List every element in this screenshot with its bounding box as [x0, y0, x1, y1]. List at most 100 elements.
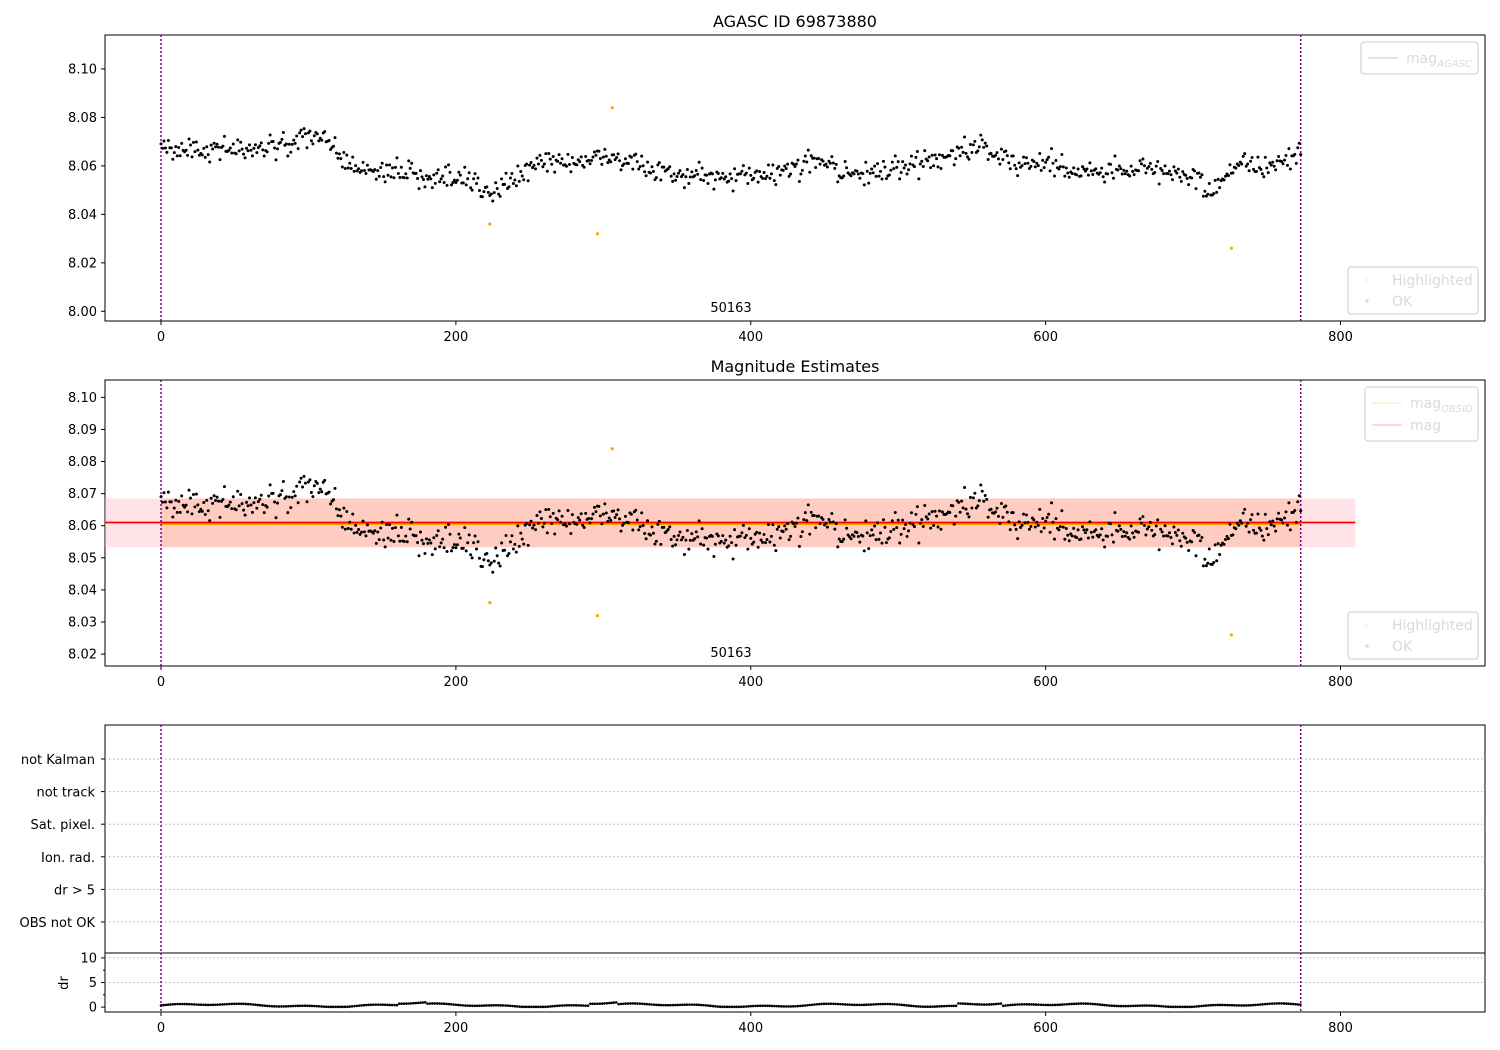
dr-point-point — [393, 1003, 396, 1007]
ok-points-top-point — [175, 154, 179, 158]
ok-points-middle-point — [377, 538, 381, 542]
dr-point-point — [225, 1002, 229, 1006]
ok-points-middle-point — [587, 516, 591, 520]
ok-points-top-point — [461, 181, 465, 185]
dr-point-point — [945, 1004, 948, 1008]
ok-points-top-point — [1101, 175, 1105, 179]
dr-point-point — [1240, 1004, 1243, 1007]
x-axis-middle: 0 200 400 600 800 — [157, 666, 1353, 690]
ok-points-top-point — [1052, 174, 1056, 178]
ok-points-middle-point — [249, 503, 253, 507]
dr-point-point — [806, 1003, 809, 1007]
ok-points-top-point — [1075, 173, 1079, 177]
ok-points-middle-point — [733, 528, 737, 532]
ok-points-middle-point — [873, 524, 877, 528]
ok-points-middle-point — [197, 510, 201, 514]
ok-points-middle-point — [1142, 523, 1146, 527]
ok-points-middle-point — [740, 531, 744, 535]
ok-points-middle-point — [914, 512, 918, 516]
ok-points-middle-point — [329, 502, 333, 506]
dr-point-point — [1268, 1002, 1272, 1006]
dr-point-point — [1018, 1003, 1021, 1006]
ok-points-top-point — [343, 166, 347, 170]
ok-points-top-point — [756, 180, 760, 184]
dr-point-point — [959, 1002, 963, 1005]
ok-points-top-point — [500, 177, 504, 181]
ok-points-top-point — [598, 156, 602, 160]
ok-points-middle-point — [1086, 536, 1090, 540]
ok-points-middle — [159, 474, 1303, 574]
ok-points-top-point — [584, 155, 588, 159]
ok-points-middle-point — [214, 498, 218, 502]
ok-points-middle-point — [1256, 512, 1260, 516]
dr-point-point — [1204, 1004, 1208, 1007]
ok-points-middle-point — [1173, 531, 1177, 535]
ok-points-top-point — [1194, 187, 1198, 191]
dr-point-point — [270, 1004, 274, 1008]
ok-points-top-point — [1148, 161, 1152, 165]
ok-points-middle-point — [447, 522, 451, 526]
ok-points-top-point — [998, 162, 1002, 166]
ok-points-top-point — [172, 151, 176, 155]
ok-points-top-point — [986, 157, 990, 161]
ok-points-middle-point — [236, 489, 240, 493]
ok-points-top-point — [1272, 164, 1276, 168]
dr-point-point — [395, 1003, 399, 1007]
ok-points-top-point — [836, 180, 840, 184]
ok-points-top-point — [960, 145, 964, 149]
ok-points-top-point — [845, 166, 849, 170]
ok-points-top-point — [1275, 159, 1279, 163]
ok-points-top-point — [855, 169, 859, 173]
ok-points-middle-point — [818, 521, 822, 525]
ok-points-middle-point — [1207, 547, 1211, 551]
dr-point-point — [464, 1004, 467, 1007]
ok-points-middle-point — [1132, 535, 1136, 539]
dr-point-point — [1254, 1003, 1257, 1007]
ok-points-top-point — [342, 151, 346, 155]
dr-point-point — [1077, 1002, 1080, 1005]
y-tick-label: 8.10 — [68, 62, 97, 77]
ok-points-top-point — [1170, 178, 1174, 182]
ok-points-middle-point — [237, 504, 241, 508]
dr-point-point — [600, 1002, 604, 1005]
ok-points-top-point — [1160, 168, 1164, 172]
ok-points-top-point — [1218, 186, 1222, 190]
dr-point-point — [916, 1005, 920, 1008]
ok-points-top-point — [814, 165, 818, 169]
dr-point-point — [1216, 1003, 1220, 1007]
dr-point-point — [1152, 1004, 1156, 1008]
dr-point-point — [1190, 1005, 1194, 1009]
ok-points-middle-point — [966, 512, 969, 516]
ok-points-middle-point — [455, 543, 459, 547]
legend-points-top-box — [1347, 266, 1479, 315]
ok-points-top-point — [492, 191, 496, 195]
ok-points-top-point — [623, 157, 627, 161]
ok-points-top-point — [274, 158, 278, 162]
ok-points-middle-point — [601, 512, 605, 516]
ok-points-middle-point — [522, 542, 526, 546]
ok-points-middle-point — [1038, 507, 1042, 511]
ok-points-top-point — [1057, 167, 1061, 171]
ok-points-top-point — [569, 170, 573, 174]
ok-points-middle-point — [764, 541, 768, 545]
dr-point-point — [1282, 1002, 1286, 1005]
ok-points-top-point — [1014, 167, 1018, 171]
ok-points-top-point — [1184, 173, 1188, 177]
ok-points-top-point — [1294, 161, 1298, 165]
ok-points-middle-point — [592, 505, 596, 509]
dr-point-point — [438, 1002, 441, 1005]
ok-points-top-point — [1142, 164, 1146, 168]
dr-point-point — [650, 1003, 653, 1006]
ok-points-middle-point — [312, 484, 316, 488]
ok-points-middle-point — [814, 526, 818, 530]
ok-points-middle-point — [654, 539, 658, 543]
dr-point-point — [697, 1003, 701, 1007]
dr-point-point — [1195, 1005, 1198, 1008]
dr-point-point — [360, 1004, 363, 1007]
ok-points-middle-point — [508, 540, 512, 544]
ok-points-top-point — [1038, 152, 1042, 156]
ok-points-top-point — [681, 173, 685, 177]
ok-points-top-point — [535, 156, 539, 160]
dr-point-point — [832, 1002, 835, 1006]
ok-points-top-point — [635, 160, 639, 164]
